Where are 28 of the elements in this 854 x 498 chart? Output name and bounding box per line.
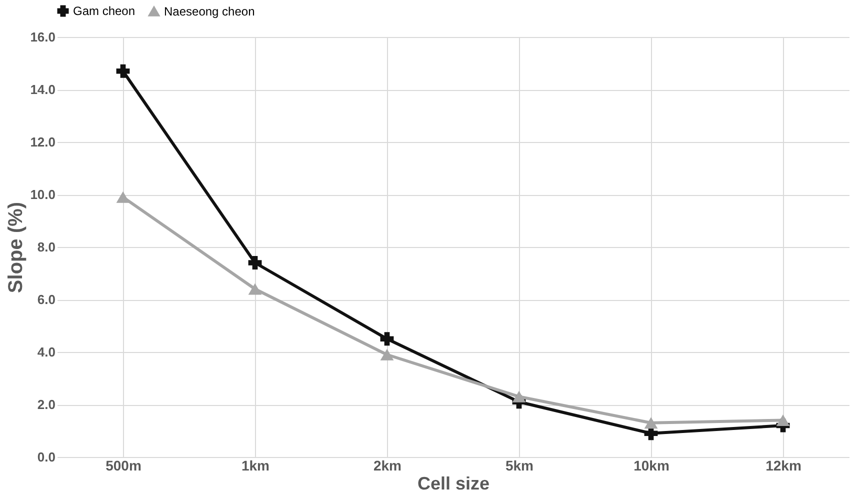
point [644,417,658,429]
x-tick-label: 10km [634,458,670,474]
y-tick-label: 16.0 [30,30,56,44]
x-tick-label: 1km [241,458,270,474]
point [248,256,262,270]
point [248,283,262,295]
y-tick-label: 0.0 [37,450,56,464]
point [116,64,130,78]
x-tick-label: 5km [505,458,534,474]
y-tick-label: 2.0 [37,397,56,412]
x-tick-label: 2km [373,458,402,474]
point [512,390,526,402]
x-tick-label: 500m [106,458,142,474]
x-tick-label: 12km [766,458,802,474]
point [380,332,394,346]
y-tick-label: 14.0 [30,82,56,97]
y-tick-label: 12.0 [30,134,56,150]
point [116,191,130,203]
x-axis-title: Cell size [417,474,490,494]
y-tick-label: 10.0 [30,187,56,202]
point [380,348,394,360]
y-tick-label: 8.0 [37,240,56,254]
legend-label: Naeseong cheon [164,4,255,18]
legend-label: Gam cheon [73,4,136,18]
y-tick-label: 4.0 [37,344,56,360]
y-axis-title: Slope (%) [5,202,28,294]
y-tick-label: 6.0 [37,292,56,307]
point [776,414,790,426]
